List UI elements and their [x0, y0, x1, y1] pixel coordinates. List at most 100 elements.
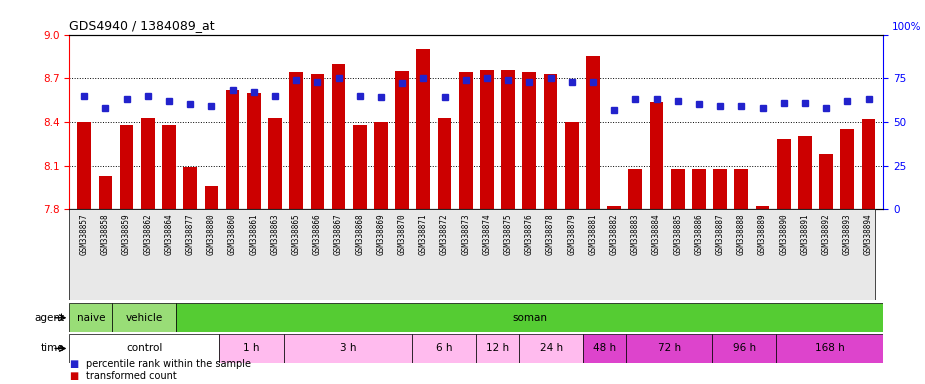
Bar: [413, 334, 476, 363]
Text: 48 h: 48 h: [593, 343, 616, 354]
Bar: [177, 303, 883, 332]
Text: GSM338870: GSM338870: [398, 214, 407, 255]
Bar: [628, 169, 642, 209]
Text: GSM338863: GSM338863: [270, 214, 279, 255]
Bar: [712, 334, 776, 363]
Bar: [141, 118, 154, 209]
Bar: [626, 334, 712, 363]
Bar: [544, 74, 558, 209]
Text: 3 h: 3 h: [339, 343, 356, 354]
Bar: [565, 122, 579, 209]
Text: GSM338876: GSM338876: [524, 214, 534, 255]
Text: time: time: [41, 343, 65, 354]
Text: GSM338887: GSM338887: [716, 214, 724, 255]
Bar: [713, 169, 727, 209]
Text: GSM338869: GSM338869: [376, 214, 386, 255]
Bar: [820, 154, 833, 209]
Bar: [734, 169, 748, 209]
Bar: [862, 119, 875, 209]
Bar: [204, 186, 218, 209]
Text: GSM338886: GSM338886: [695, 214, 703, 255]
Text: ■: ■: [69, 371, 79, 381]
Text: GSM338878: GSM338878: [546, 214, 555, 255]
Text: 1 h: 1 h: [243, 343, 260, 354]
Text: GDS4940 / 1384089_at: GDS4940 / 1384089_at: [69, 19, 215, 32]
Text: percentile rank within the sample: percentile rank within the sample: [86, 359, 251, 369]
Text: 24 h: 24 h: [540, 343, 563, 354]
Bar: [523, 73, 536, 209]
Bar: [290, 73, 303, 209]
Text: GSM338889: GSM338889: [758, 214, 767, 255]
Text: GSM338861: GSM338861: [250, 214, 258, 255]
Text: GSM338871: GSM338871: [419, 214, 428, 255]
Bar: [219, 334, 284, 363]
Bar: [69, 334, 219, 363]
Text: GSM338868: GSM338868: [355, 214, 364, 255]
Bar: [476, 334, 519, 363]
Text: GSM338881: GSM338881: [588, 214, 598, 255]
Bar: [692, 169, 706, 209]
Bar: [438, 118, 451, 209]
Text: ■: ■: [69, 359, 79, 369]
Text: GSM338865: GSM338865: [291, 214, 301, 255]
Text: GSM338875: GSM338875: [504, 214, 512, 255]
Text: GSM338892: GSM338892: [821, 214, 831, 255]
Bar: [268, 118, 282, 209]
Text: GSM338859: GSM338859: [122, 214, 131, 255]
Bar: [99, 176, 112, 209]
Text: soman: soman: [512, 313, 548, 323]
Text: GSM338882: GSM338882: [610, 214, 619, 255]
Bar: [519, 334, 584, 363]
Text: control: control: [126, 343, 163, 354]
Text: GSM338866: GSM338866: [313, 214, 322, 255]
Text: GSM338888: GSM338888: [737, 214, 746, 255]
Text: GSM338890: GSM338890: [779, 214, 788, 255]
Text: GSM338891: GSM338891: [800, 214, 809, 255]
Bar: [649, 101, 663, 209]
Bar: [586, 56, 599, 209]
Bar: [112, 303, 177, 332]
Text: transformed count: transformed count: [86, 371, 177, 381]
Bar: [459, 73, 473, 209]
Bar: [501, 70, 515, 209]
Text: GSM338894: GSM338894: [864, 214, 873, 255]
Text: GSM338893: GSM338893: [843, 214, 852, 255]
Text: GSM338880: GSM338880: [207, 214, 216, 255]
Text: GSM338884: GSM338884: [652, 214, 661, 255]
Bar: [395, 71, 409, 209]
Text: GSM338858: GSM338858: [101, 214, 110, 255]
Bar: [584, 334, 626, 363]
Text: 12 h: 12 h: [487, 343, 510, 354]
Text: GSM338857: GSM338857: [80, 214, 89, 255]
Text: GSM338883: GSM338883: [631, 214, 640, 255]
Bar: [756, 206, 770, 209]
Bar: [162, 125, 176, 209]
Text: GSM338864: GSM338864: [165, 214, 174, 255]
Text: 72 h: 72 h: [658, 343, 681, 354]
Text: 100%: 100%: [892, 22, 921, 32]
Text: GSM338873: GSM338873: [462, 214, 470, 255]
Bar: [841, 129, 854, 209]
Text: GSM338867: GSM338867: [334, 214, 343, 255]
Bar: [374, 122, 388, 209]
Text: 168 h: 168 h: [815, 343, 845, 354]
Text: GSM338872: GSM338872: [440, 214, 449, 255]
Text: vehicle: vehicle: [126, 313, 163, 323]
Bar: [353, 125, 366, 209]
Text: 6 h: 6 h: [436, 343, 452, 354]
Bar: [777, 139, 791, 209]
Text: GSM338860: GSM338860: [228, 214, 237, 255]
Text: GSM338879: GSM338879: [567, 214, 576, 255]
Bar: [671, 169, 684, 209]
Bar: [119, 125, 133, 209]
Bar: [776, 334, 883, 363]
Bar: [311, 74, 325, 209]
Text: GSM338874: GSM338874: [483, 214, 491, 255]
Bar: [416, 49, 430, 209]
Text: GSM338885: GSM338885: [673, 214, 683, 255]
Bar: [226, 90, 240, 209]
Bar: [284, 334, 413, 363]
Text: naive: naive: [77, 313, 105, 323]
Bar: [798, 136, 812, 209]
Bar: [332, 64, 345, 209]
